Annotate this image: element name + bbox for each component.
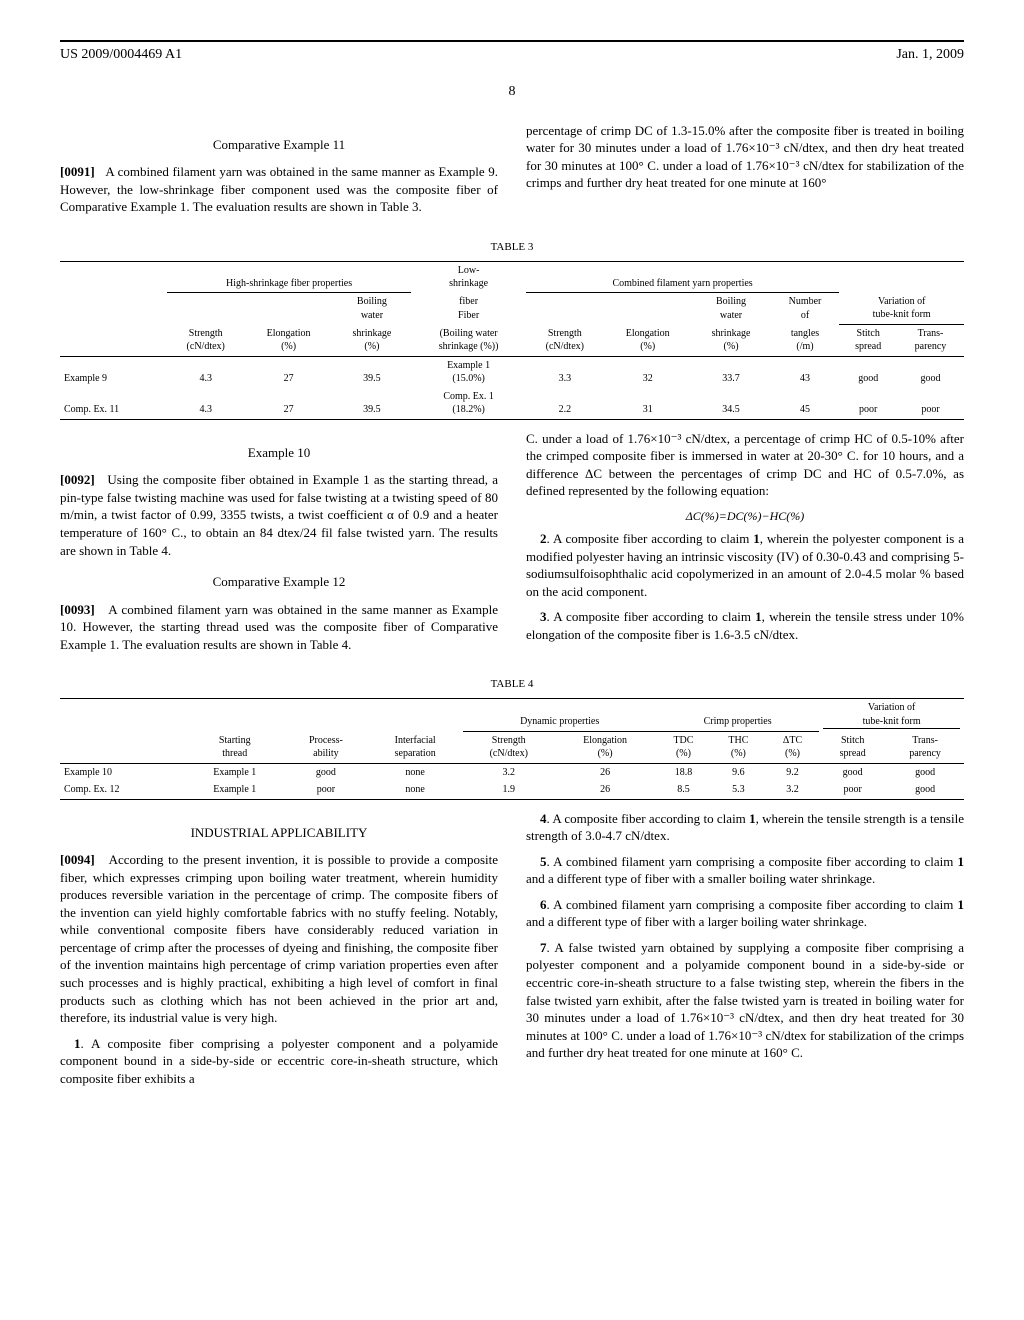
- t4-g3a: Variation oftube-knit form: [819, 699, 964, 732]
- claim-3: 3. A composite fiber according to claim …: [526, 608, 964, 643]
- ex10-text: Using the composite fiber obtained in Ex…: [60, 472, 498, 557]
- t3-c9: Stitchspread: [839, 324, 897, 356]
- t4-c6: TDC(%): [656, 731, 711, 763]
- t3-c5: Strength(cN/dtex): [526, 293, 604, 357]
- ex10-para: [0092] Using the composite fiber obtaine…: [60, 471, 498, 559]
- t3-c1: Strength(cN/dtex): [167, 293, 245, 357]
- claim-6: 6. A combined filament yarn comprising a…: [526, 896, 964, 931]
- t3-c10: Trans-parency: [897, 324, 964, 356]
- t4-c5: Elongation(%): [554, 731, 656, 763]
- left-col-upper: Comparative Example 11 [0091] A combined…: [60, 122, 498, 224]
- t3-c3b: shrinkage(%): [332, 324, 411, 356]
- t3-c6: Elongation(%): [604, 293, 692, 357]
- industrial-para: [0094] According to the present inventio…: [60, 851, 498, 1026]
- header-rule: [60, 40, 964, 42]
- t3-g4: Variation oftube-knit form: [839, 293, 964, 325]
- claim-7: 7. A false twisted yarn obtained by supp…: [526, 939, 964, 1062]
- t4-c10: Trans-parency: [886, 731, 964, 763]
- claim-1: 1. A composite fiber comprising a polyes…: [60, 1035, 498, 1088]
- equation: ΔC(%)=DC(%)−HC(%): [526, 508, 964, 524]
- table-row: Example 9 4.3 27 39.5 Example 1(15.0%) 3…: [60, 356, 964, 388]
- compex11-title: Comparative Example 11: [60, 136, 498, 154]
- t3-g1: High-shrinkage fiber properties: [167, 261, 412, 293]
- compex12-title: Comparative Example 12: [60, 573, 498, 591]
- claim-2: 2. 2. A composite fiber according to cla…: [526, 530, 964, 600]
- t3-c7a: Boilingwater: [691, 293, 770, 325]
- t4-c9: Stitchspread: [819, 731, 886, 763]
- right-col-upper: percentage of crimp DC of 1.3-15.0% afte…: [526, 122, 964, 224]
- header-row: US 2009/0004469 A1 Jan. 1, 2009: [60, 46, 964, 65]
- t4-c2: Process-ability: [285, 731, 367, 763]
- industrial-title: INDUSTRIAL APPLICABILITY: [60, 824, 498, 842]
- right-col-mid: C. under a load of 1.76×10⁻³ cN/dtex, a …: [526, 430, 964, 661]
- industrial-text: According to the present invention, it i…: [60, 852, 498, 1025]
- right-col-lower: 4. A composite fiber according to claim …: [526, 810, 964, 1096]
- table-row: Example 10 Example 1 good none 3.2 26 18…: [60, 763, 964, 781]
- table3-wrap: TABLE 3 High-shrinkage fiber properties …: [60, 240, 964, 420]
- t4-c1: Startingthread: [185, 731, 285, 763]
- t3-c4b: (Boiling watershrinkage (%)): [411, 324, 525, 356]
- table4: Dynamic properties Crimp properties Vari…: [60, 698, 964, 800]
- t3-c7b: shrinkage(%): [691, 324, 770, 356]
- compex11-text: A combined filament yarn was obtained in…: [60, 164, 498, 214]
- compex11-para: [0091] A combined filament yarn was obta…: [60, 163, 498, 216]
- t4-c3: Interfacialseparation: [367, 731, 463, 763]
- ex10-title: Example 10: [60, 444, 498, 462]
- compex12-num: [0093]: [60, 602, 95, 617]
- left-col-lower: INDUSTRIAL APPLICABILITY [0094] Accordin…: [60, 810, 498, 1096]
- t4-c8: ΔTC(%): [766, 731, 819, 763]
- mid-columns: Example 10 [0092] Using the composite fi…: [60, 430, 964, 661]
- claim-4: 4. A composite fiber according to claim …: [526, 810, 964, 845]
- lower-columns: INDUSTRIAL APPLICABILITY [0094] Accordin…: [60, 810, 964, 1096]
- table-row: Comp. Ex. 11 4.3 27 39.5 Comp. Ex. 1(18.…: [60, 388, 964, 420]
- table3-caption: TABLE 3: [60, 240, 964, 255]
- t4-g1: Dynamic properties: [463, 699, 656, 732]
- patent-number: US 2009/0004469 A1: [60, 46, 182, 65]
- t3-c3a: Boilingwater: [332, 293, 411, 325]
- t3-g3: Combined filament yarn properties: [526, 261, 840, 293]
- left-col-mid: Example 10 [0092] Using the composite fi…: [60, 430, 498, 661]
- t3-c4a: fiberFiber: [411, 293, 525, 325]
- patent-date: Jan. 1, 2009: [896, 46, 964, 65]
- table-row: Comp. Ex. 12 Example 1 poor none 1.9 26 …: [60, 781, 964, 799]
- right-intro: percentage of crimp DC of 1.3-15.0% afte…: [526, 122, 964, 192]
- t4-g2: Crimp properties: [656, 699, 819, 732]
- claim-5: 5. A combined filament yarn comprising a…: [526, 853, 964, 888]
- right-mid-p1: C. under a load of 1.76×10⁻³ cN/dtex, a …: [526, 430, 964, 500]
- page-number: 8: [60, 83, 964, 102]
- t3-c8a: Numberof: [771, 293, 840, 325]
- table4-caption: TABLE 4: [60, 677, 964, 692]
- ex10-num: [0092]: [60, 472, 95, 487]
- industrial-num: [0094]: [60, 852, 95, 867]
- table3: High-shrinkage fiber properties Low-shri…: [60, 261, 964, 420]
- t3-c8b: tangles(/m): [771, 324, 840, 356]
- compex12-text: A combined filament yarn was obtained in…: [60, 602, 498, 652]
- table4-wrap: TABLE 4 Dynamic properties Crimp propert…: [60, 677, 964, 799]
- compex11-num: [0091]: [60, 164, 95, 179]
- compex12-para: [0093] A combined filament yarn was obta…: [60, 601, 498, 654]
- upper-columns: Comparative Example 11 [0091] A combined…: [60, 122, 964, 224]
- t3-c2: Elongation(%): [245, 293, 333, 357]
- t4-c4: Strength(cN/dtex): [463, 731, 554, 763]
- t4-c7: THC(%): [711, 731, 766, 763]
- t3-g2a: Low-shrinkage: [411, 261, 525, 293]
